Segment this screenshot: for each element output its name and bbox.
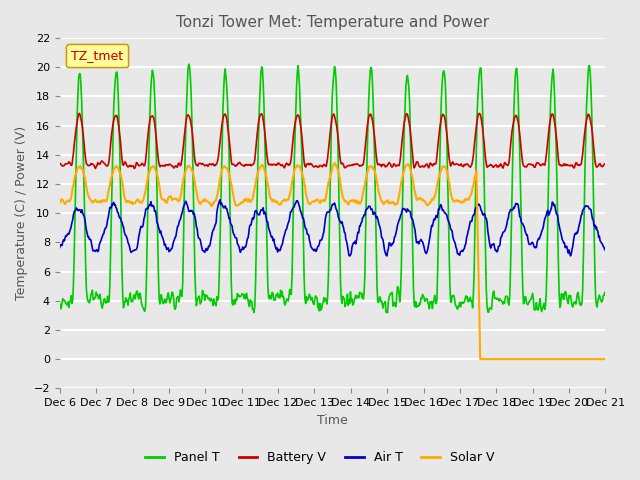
Solar V xyxy=(602,356,609,362)
Solar V xyxy=(66,198,74,204)
Air T xyxy=(346,253,353,259)
Panel T xyxy=(384,310,392,316)
Air T xyxy=(56,245,63,251)
Solar V xyxy=(476,356,484,362)
Solar V xyxy=(331,160,339,166)
Air T xyxy=(66,228,74,234)
Solar V xyxy=(400,169,408,175)
Panel T xyxy=(122,295,130,301)
Air T xyxy=(206,242,214,248)
Battery V xyxy=(76,110,83,116)
X-axis label: Time: Time xyxy=(317,414,348,427)
Air T xyxy=(216,197,224,203)
Solar V xyxy=(122,198,130,204)
Air T xyxy=(122,232,130,238)
Panel T xyxy=(401,123,408,129)
Legend: TZ_tmet: TZ_tmet xyxy=(66,44,128,67)
Battery V xyxy=(208,162,216,168)
Panel T xyxy=(177,292,185,298)
Battery V xyxy=(66,160,74,166)
Panel T xyxy=(56,301,63,307)
Panel T xyxy=(207,296,214,301)
Battery V xyxy=(56,160,63,166)
Battery V xyxy=(401,119,408,125)
Line: Battery V: Battery V xyxy=(60,113,605,168)
Air T xyxy=(177,213,185,219)
Y-axis label: Temperature (C) / Power (V): Temperature (C) / Power (V) xyxy=(15,126,28,300)
Panel T xyxy=(66,299,74,304)
Battery V xyxy=(124,163,131,169)
Line: Panel T: Panel T xyxy=(60,64,605,313)
Legend: Panel T, Battery V, Air T, Solar V: Panel T, Battery V, Air T, Solar V xyxy=(140,446,500,469)
Solar V xyxy=(415,196,423,202)
Solar V xyxy=(56,200,63,205)
Battery V xyxy=(417,165,424,170)
Panel T xyxy=(417,301,424,307)
Solar V xyxy=(177,190,185,196)
Battery V xyxy=(179,150,187,156)
Line: Air T: Air T xyxy=(60,200,605,256)
Air T xyxy=(417,238,424,243)
Battery V xyxy=(602,160,609,166)
Line: Solar V: Solar V xyxy=(60,163,605,359)
Solar V xyxy=(206,201,214,207)
Panel T xyxy=(185,61,193,67)
Title: Tonzi Tower Met: Temperature and Power: Tonzi Tower Met: Temperature and Power xyxy=(176,15,489,30)
Air T xyxy=(602,248,609,253)
Air T xyxy=(401,206,408,212)
Panel T xyxy=(602,292,609,298)
Battery V xyxy=(92,166,99,171)
